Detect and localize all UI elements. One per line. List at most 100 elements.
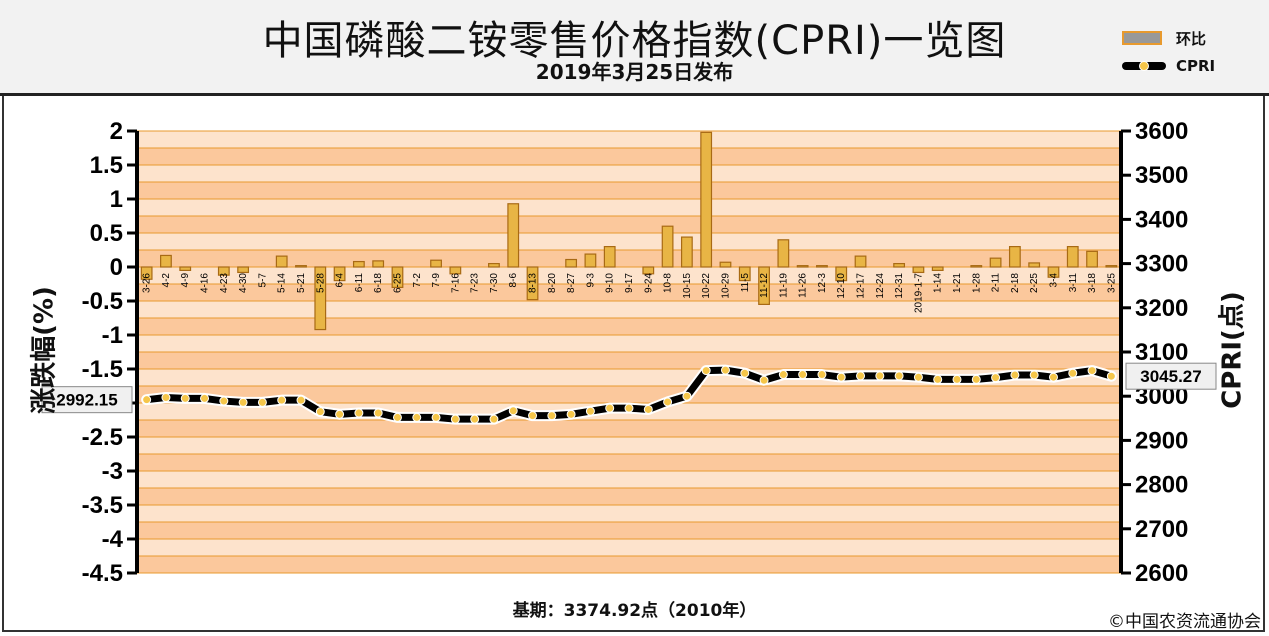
bar — [275, 255, 288, 268]
bar — [449, 266, 462, 275]
bar — [391, 266, 404, 288]
x-tick-label: 9-17 — [624, 273, 635, 293]
bar — [1008, 246, 1021, 268]
bar — [758, 266, 770, 306]
base-period-note: 基期：3374.92点（2010年） — [512, 601, 757, 621]
cpri-point — [798, 370, 808, 380]
x-tick-label: 3-25 — [1106, 273, 1117, 293]
copyright-note: ©中国农资流通协会 — [1108, 612, 1261, 632]
x-tick-label: 5-7 — [257, 273, 268, 288]
cpri-point — [971, 374, 981, 384]
x-tick-label: 7-30 — [489, 273, 500, 293]
cpri-point — [778, 370, 788, 380]
left-tick-label: 1.5 — [90, 152, 123, 179]
plot-band — [137, 488, 1121, 505]
x-tick-label: 3-26 — [142, 273, 153, 293]
bar — [854, 255, 867, 268]
bar — [352, 260, 365, 268]
plot-band — [137, 148, 1121, 165]
bar — [179, 266, 192, 271]
bar — [777, 239, 790, 268]
x-tick-label: 9-3 — [585, 273, 596, 288]
x-tick-label: 2019-1-7 — [913, 273, 924, 313]
cpri-point — [431, 412, 441, 422]
x-tick-label: 4-9 — [180, 273, 191, 288]
bar — [584, 253, 597, 268]
right-tick-label: 3600 — [1135, 118, 1188, 145]
cpri-point — [315, 407, 325, 417]
left-tick-label: 0.5 — [90, 220, 123, 247]
plot-band — [137, 131, 1121, 148]
x-tick-label: 8-27 — [566, 273, 577, 293]
x-tick-label: 7-2 — [412, 273, 423, 288]
right-tick-label: 3100 — [1135, 339, 1188, 366]
bar — [816, 265, 828, 268]
cpri-point — [238, 397, 248, 407]
bar — [488, 263, 500, 268]
cpri-point — [489, 414, 499, 424]
bar — [835, 266, 848, 282]
right-tick-label: 3400 — [1135, 206, 1188, 233]
bar — [314, 266, 327, 331]
cpri-point — [277, 395, 287, 405]
x-tick-label: 9-10 — [605, 273, 616, 293]
bar — [507, 203, 520, 268]
cpri-point — [161, 393, 171, 403]
cpri-point — [856, 371, 866, 381]
x-tick-label: 8-6 — [508, 273, 519, 288]
x-tick-label: 7-9 — [431, 273, 442, 288]
x-tick-label: 3-11 — [1068, 273, 1079, 293]
x-tick-label: 12-10 — [836, 273, 847, 299]
x-tick-label: 11-5 — [740, 273, 751, 293]
cpri-point — [470, 414, 480, 424]
cpri-point — [740, 368, 750, 378]
x-tick-label: 10-29 — [720, 273, 731, 299]
cpri-point — [547, 411, 557, 421]
cpri-point — [836, 372, 846, 382]
bar — [372, 260, 385, 268]
bar — [160, 254, 172, 268]
x-tick-label: 6-18 — [373, 273, 384, 293]
x-tick-label: 2-11 — [991, 273, 1002, 293]
plot-band — [137, 539, 1121, 556]
legend-line-swatch — [1122, 61, 1166, 71]
end-value-label: 3045.27 — [1140, 367, 1201, 386]
plot-band — [137, 505, 1121, 522]
cpri-point — [1087, 366, 1097, 376]
cpri-point — [1106, 371, 1116, 381]
plot-band — [137, 165, 1121, 182]
x-tick-label: 11-12 — [759, 273, 770, 298]
x-tick-label: 4-16 — [200, 273, 211, 293]
cpri-point — [817, 370, 827, 380]
plot-band — [137, 318, 1121, 335]
plot-band — [137, 522, 1121, 539]
cpri-point — [412, 412, 422, 422]
bar — [295, 265, 307, 268]
right-tick-label: 2800 — [1135, 472, 1188, 499]
x-tick-label: 7-16 — [450, 273, 461, 293]
x-tick-label: 11-26 — [798, 273, 809, 298]
right-tick-label: 2700 — [1135, 516, 1188, 543]
cpri-point — [566, 409, 576, 419]
release-date: 2019年3月25日发布 — [535, 60, 734, 84]
cpri-point — [585, 406, 595, 416]
plot-band — [137, 182, 1121, 199]
bar — [526, 266, 539, 301]
left-tick-label: -2.5 — [82, 424, 123, 451]
plot-band — [137, 352, 1121, 369]
legend-bar-label: 环比 — [1176, 29, 1207, 48]
bar — [931, 266, 944, 271]
legend-item-line: CPRI — [1122, 54, 1215, 78]
bar — [1105, 265, 1118, 268]
x-tick-label: 12-17 — [856, 273, 867, 299]
bar — [719, 261, 732, 268]
plot-band — [137, 216, 1121, 233]
cpri-point — [624, 403, 634, 413]
bar — [661, 225, 674, 268]
legend: 环比 CPRI — [1122, 26, 1252, 82]
bar — [893, 263, 906, 268]
bar — [700, 131, 713, 268]
bar — [603, 246, 616, 268]
right-tick-label: 3200 — [1135, 295, 1188, 322]
